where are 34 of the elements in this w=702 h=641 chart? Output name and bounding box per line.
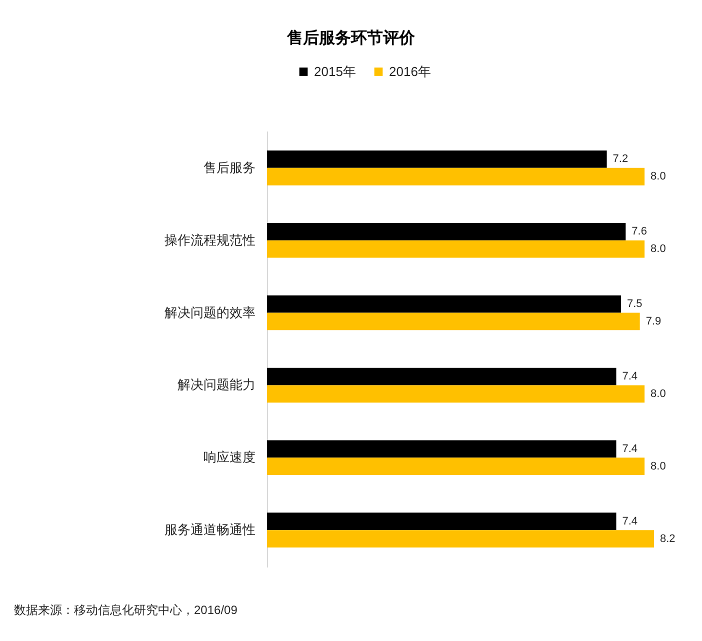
data-label: 8.0 (650, 460, 666, 472)
source-note: 数据来源：移动信息化研究中心，2016/09 (14, 602, 238, 619)
data-label: 7.4 (622, 515, 638, 528)
chart-title: 售后服务环节评价 (286, 29, 416, 47)
data-label: 7.2 (612, 153, 628, 166)
bar (267, 530, 654, 548)
bar (267, 458, 645, 476)
data-label: 7.9 (646, 315, 662, 328)
bar (267, 295, 621, 313)
bar (267, 168, 645, 186)
legend-label: 2015年 (314, 64, 356, 79)
data-label: 7.6 (632, 226, 647, 238)
y-tick-label: 响应速度 (204, 450, 256, 465)
bar (267, 312, 640, 330)
y-tick-label: 解决问题能力 (178, 377, 256, 392)
bar (267, 150, 607, 168)
data-label: 8.0 (650, 170, 666, 183)
data-label: 8.0 (650, 388, 666, 400)
y-tick-label: 解决问题的效率 (164, 304, 256, 320)
data-label: 7.5 (626, 298, 642, 310)
data-label: 8.0 (650, 243, 666, 256)
bar (267, 240, 645, 258)
bar (267, 512, 616, 530)
bar (267, 368, 616, 386)
bar (267, 440, 616, 458)
y-tick-label: 售后服务 (204, 160, 256, 175)
y-tick-label: 操作流程规范性 (164, 232, 256, 248)
bar (267, 222, 626, 240)
data-label: 8.2 (660, 532, 676, 545)
y-tick-label: 服务通道畅通性 (164, 522, 256, 538)
legend-label: 2016年 (389, 64, 431, 79)
data-label: 7.4 (622, 370, 638, 383)
bar (267, 385, 645, 403)
data-label: 7.4 (622, 442, 638, 455)
